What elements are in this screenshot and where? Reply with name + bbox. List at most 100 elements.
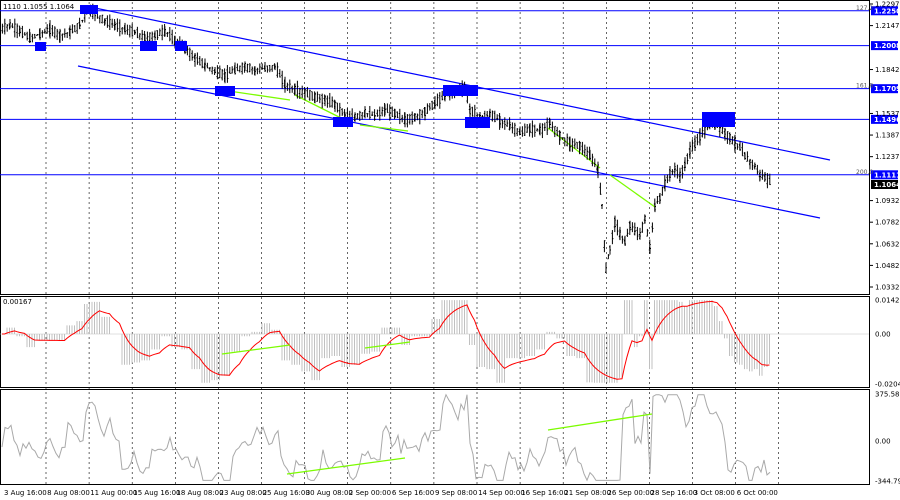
macd-tick: 0.00 — [875, 331, 891, 339]
candle — [326, 95, 329, 108]
candle — [79, 24, 81, 27]
price-tick: 1.0482 — [875, 262, 900, 270]
candle — [621, 235, 624, 244]
candle — [581, 141, 584, 155]
candle — [469, 105, 471, 119]
time-tick: 3 Oct 08:00 — [694, 489, 735, 497]
divergence-line[interactable] — [359, 124, 409, 132]
candle — [168, 26, 171, 42]
candle — [426, 103, 429, 114]
candle — [519, 126, 521, 135]
candle — [198, 56, 201, 66]
price-tick: 1.0332 — [875, 284, 900, 292]
candle — [266, 65, 269, 73]
candle — [101, 14, 104, 24]
candle — [605, 262, 607, 274]
candle — [124, 22, 126, 35]
channel-lower-line[interactable] — [77, 65, 821, 219]
time-tick: 18 Aug 08:00 — [176, 489, 223, 497]
candle — [226, 65, 229, 83]
candle — [619, 226, 621, 241]
candle — [649, 247, 651, 254]
candle — [661, 186, 664, 196]
fractal-marker[interactable] — [465, 117, 490, 128]
candle — [759, 169, 761, 181]
divergence-line[interactable] — [609, 174, 656, 208]
candle — [626, 228, 629, 237]
level-price-label — [871, 114, 898, 124]
candle — [0, 26, 1, 31]
candle — [654, 202, 656, 213]
cci-tick: 0.00 — [875, 438, 891, 446]
candle — [521, 126, 524, 137]
fractal-marker[interactable] — [140, 41, 157, 51]
candle — [196, 52, 199, 65]
candle — [271, 64, 274, 72]
fractal-marker[interactable] — [175, 41, 187, 51]
candle — [559, 131, 561, 141]
fractal-marker[interactable] — [215, 86, 235, 96]
candle — [561, 137, 564, 140]
candle — [301, 85, 304, 98]
candle — [231, 66, 234, 74]
fractal-markers[interactable] — [35, 5, 735, 128]
candle — [614, 215, 616, 228]
symbol-info: 1110 1.1055 1.1064 — [3, 3, 75, 11]
candle — [634, 230, 636, 233]
candle — [246, 63, 249, 73]
candle — [689, 141, 691, 159]
candle — [3, 18, 6, 35]
candle — [749, 158, 751, 170]
candle — [434, 96, 436, 110]
divergence-line[interactable] — [286, 457, 406, 475]
time-tick: 11 Aug 00:00 — [90, 489, 137, 497]
candle — [694, 135, 696, 152]
candle — [523, 123, 526, 136]
time-tick: 6 Sep 16:00 — [392, 489, 434, 497]
candle — [597, 161, 599, 179]
fractal-marker[interactable] — [333, 117, 353, 127]
divergence-line[interactable] — [221, 344, 291, 355]
candle — [691, 139, 694, 152]
candle — [321, 93, 324, 109]
candle — [566, 133, 569, 147]
fractal-marker[interactable] — [443, 85, 478, 96]
candle — [366, 113, 369, 118]
candle — [78, 17, 81, 30]
candle — [348, 110, 351, 118]
candle — [361, 112, 364, 120]
candle — [31, 33, 34, 43]
macd-divergence-lines[interactable] — [221, 341, 411, 355]
divergence-line[interactable] — [294, 94, 346, 121]
divergence-line[interactable] — [364, 341, 411, 349]
fractal-marker[interactable] — [80, 5, 98, 14]
candle — [121, 27, 124, 35]
candle — [11, 23, 14, 29]
price-tick: 1.2147 — [875, 22, 900, 30]
level-price-label — [871, 6, 898, 16]
price-tick: 1.1842 — [875, 66, 900, 74]
candle — [368, 105, 371, 120]
fractal-marker[interactable] — [702, 112, 735, 127]
candle — [551, 121, 554, 132]
candle — [411, 111, 414, 125]
candle — [509, 123, 511, 130]
candle — [23, 32, 26, 36]
candle — [593, 158, 596, 168]
candle — [188, 47, 191, 62]
candle — [201, 58, 204, 69]
level-price-text: 1.1709 — [874, 85, 900, 93]
divergence-line[interactable] — [547, 413, 653, 431]
candle — [316, 91, 319, 102]
candle — [549, 118, 551, 126]
candle — [761, 169, 764, 180]
fractal-marker[interactable] — [35, 42, 46, 51]
candle — [374, 115, 376, 117]
price-tick: 1.0632 — [875, 240, 900, 248]
divergence-line[interactable] — [547, 127, 601, 169]
candle — [234, 62, 236, 75]
level-price-label — [871, 170, 898, 180]
cci-divergence-lines[interactable] — [286, 413, 653, 475]
candle — [281, 70, 284, 89]
